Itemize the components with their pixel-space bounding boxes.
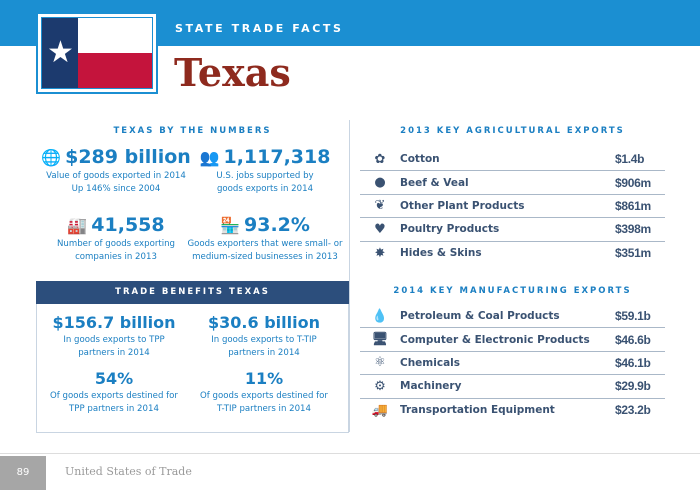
numbers-heading: TEXAS BY THE NUMBERS bbox=[113, 126, 272, 136]
manufacturing-heading: 2014 KEY MANUFACTURING EXPORTS bbox=[393, 286, 632, 296]
benefit-tpp-share: 54% Of goods exports destined for TPP par… bbox=[50, 369, 178, 414]
chicken-icon: ♥ bbox=[374, 221, 386, 237]
gears-icon: ⚙ bbox=[374, 378, 386, 394]
oil-drop-icon: 💧 bbox=[371, 308, 389, 324]
list-item: ⚛ Chemicals $46.1b bbox=[360, 352, 665, 376]
page-number: 89 bbox=[0, 456, 46, 490]
list-item: 🖥 Computer & Electronic Products $46.6b bbox=[360, 328, 665, 352]
list-item: ♥ Poultry Products $398m bbox=[360, 218, 665, 242]
header-kicker: STATE TRADE FACTS bbox=[175, 22, 344, 35]
column-divider bbox=[349, 120, 350, 432]
factory-icon: 🏭 bbox=[67, 215, 88, 235]
molecule-icon: ⚛ bbox=[374, 355, 386, 371]
list-item: 💧 Petroleum & Coal Products $59.1b bbox=[360, 305, 665, 329]
hide-icon: ✸ bbox=[374, 245, 386, 261]
list-item: 🚚 Transportation Equipment $23.2b bbox=[360, 399, 665, 422]
list-item: ✿ Cotton $1.4b bbox=[360, 148, 665, 172]
storefront-icon: 🏪 bbox=[220, 215, 240, 235]
benefit-ttip-share: 11% Of goods exports destined for T-TIP p… bbox=[200, 369, 328, 414]
benefit-ttip-value: $30.6 billion In goods exports to T-TIP p… bbox=[208, 313, 320, 358]
list-item: ● Beef & Veal $906m bbox=[360, 171, 665, 195]
workers-icon: 👥 bbox=[199, 147, 220, 167]
truck-icon: 🚚 bbox=[371, 402, 389, 418]
star-icon: ★ bbox=[47, 35, 74, 70]
manufacturing-list: 💧 Petroleum & Coal Products $59.1b 🖥 Comput… bbox=[360, 305, 665, 422]
benefit-tpp-value: $156.7 billion In goods exports to TPP pa… bbox=[52, 313, 176, 358]
stat-jobs: 👥 1,117,318 U.S. jobs supported by goods e… bbox=[199, 146, 331, 194]
steak-icon: ● bbox=[374, 175, 386, 191]
cotton-icon: ✿ bbox=[374, 151, 386, 167]
trade-benefits-heading: TRADE BENEFITS TEXAS bbox=[36, 281, 349, 304]
agri-list: ✿ Cotton $1.4b ● Beef & Veal $906m ❦ Other Pl… bbox=[360, 148, 665, 265]
footer-title: United States of Trade bbox=[65, 465, 192, 478]
list-item: ⚙ Machinery $29.9b bbox=[360, 375, 665, 399]
texas-flag: ★ bbox=[36, 12, 158, 94]
globe-icon: 🌐 bbox=[41, 147, 62, 167]
stat-exports: 🌐 $289 billion Value of goods exported in… bbox=[41, 146, 191, 194]
stat-sme: 🏪 93.2% Goods exporters that were small- … bbox=[187, 214, 343, 262]
plant-icon: ❦ bbox=[374, 198, 386, 214]
stat-companies: 🏭 41,558 Number of goods exporting compani… bbox=[56, 214, 176, 262]
list-item: ❦ Other Plant Products $861m bbox=[360, 195, 665, 219]
page-title: Texas bbox=[174, 50, 291, 95]
agri-heading: 2013 KEY AGRICULTURAL EXPORTS bbox=[400, 126, 625, 136]
list-item: ✸ Hides & Skins $351m bbox=[360, 242, 665, 265]
computer-icon: 🖥 bbox=[371, 332, 389, 348]
footer-divider bbox=[0, 453, 700, 454]
